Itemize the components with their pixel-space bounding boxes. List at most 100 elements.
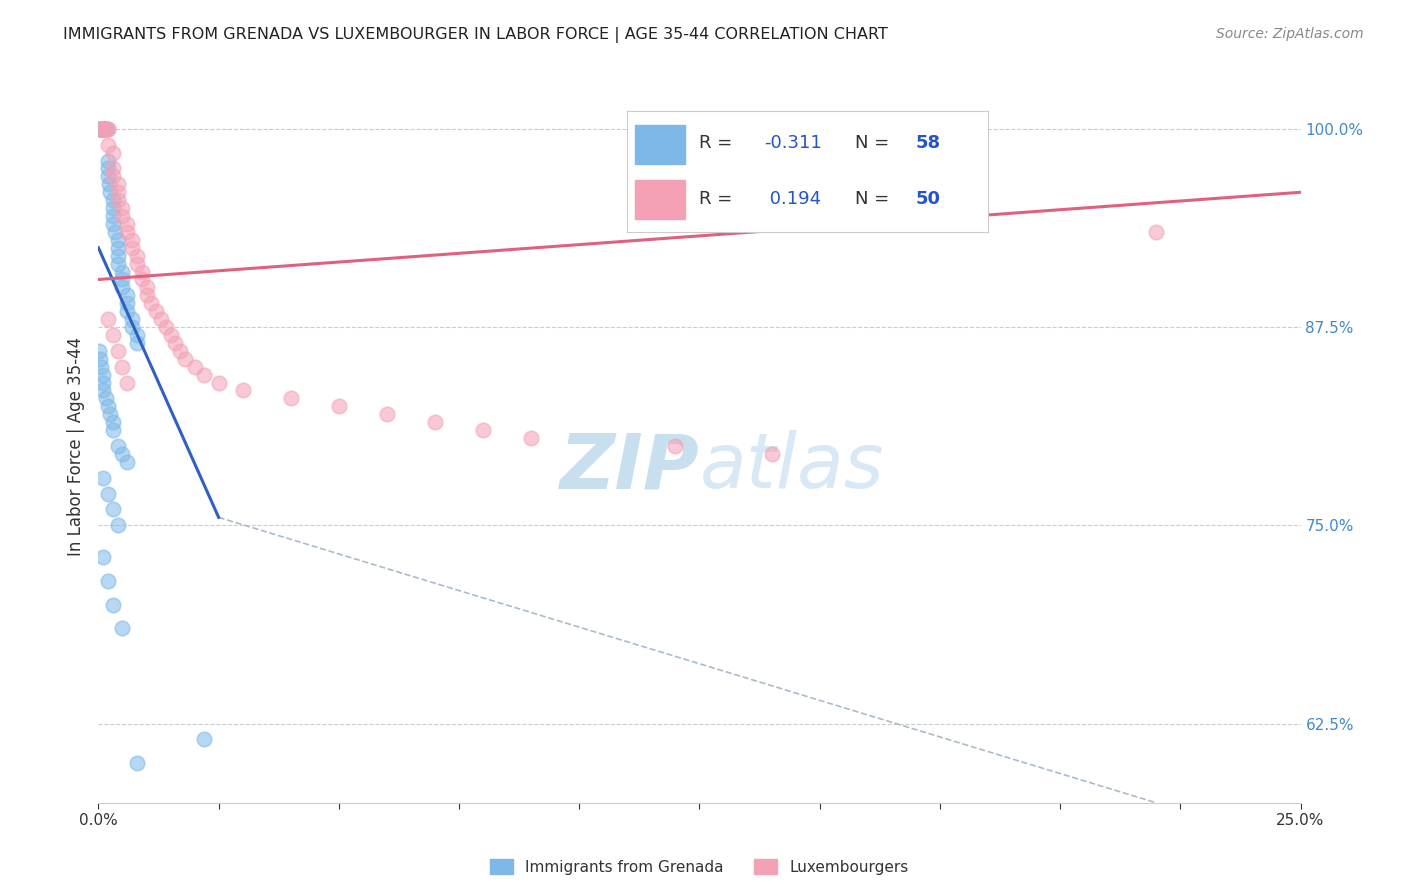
Point bbox=[101, 169, 124, 184]
Point bbox=[107, 439, 129, 453]
Point bbox=[107, 249, 129, 263]
Point bbox=[101, 145, 124, 160]
Point bbox=[423, 415, 446, 429]
Point bbox=[149, 312, 172, 326]
Point bbox=[125, 328, 148, 343]
Point bbox=[97, 574, 120, 588]
Text: IMMIGRANTS FROM GRENADA VS LUXEMBOURGER IN LABOR FORCE | AGE 35-44 CORRELATION C: IMMIGRANTS FROM GRENADA VS LUXEMBOURGER … bbox=[63, 27, 889, 43]
Point bbox=[761, 447, 783, 461]
Point bbox=[107, 257, 129, 271]
Point bbox=[111, 272, 134, 286]
Point bbox=[183, 359, 205, 374]
Point bbox=[111, 209, 134, 223]
Point bbox=[101, 193, 124, 207]
Point bbox=[91, 471, 114, 485]
Point bbox=[97, 169, 120, 184]
Point bbox=[107, 193, 129, 207]
Point bbox=[135, 288, 157, 302]
Text: ZIP: ZIP bbox=[560, 431, 700, 504]
Point bbox=[91, 121, 114, 136]
Point bbox=[117, 376, 139, 390]
Y-axis label: In Labor Force | Age 35-44: In Labor Force | Age 35-44 bbox=[66, 336, 84, 556]
Point bbox=[111, 280, 134, 294]
Point bbox=[125, 756, 148, 771]
Point bbox=[91, 121, 114, 136]
Legend: Immigrants from Grenada, Luxembourgers: Immigrants from Grenada, Luxembourgers bbox=[484, 853, 915, 880]
Point bbox=[97, 400, 120, 414]
Point bbox=[98, 178, 121, 192]
Point bbox=[193, 368, 215, 382]
Point bbox=[107, 343, 129, 358]
Point bbox=[328, 400, 350, 414]
Point bbox=[117, 296, 139, 310]
Point bbox=[101, 423, 124, 437]
Point bbox=[520, 431, 543, 445]
Point bbox=[111, 359, 134, 374]
Point bbox=[111, 201, 134, 215]
Point bbox=[664, 439, 686, 453]
Point bbox=[91, 549, 114, 564]
Point bbox=[125, 249, 148, 263]
Point bbox=[97, 137, 120, 152]
Point bbox=[104, 225, 127, 239]
Point bbox=[1144, 225, 1167, 239]
Point bbox=[97, 312, 120, 326]
Point bbox=[91, 121, 114, 136]
Point bbox=[131, 272, 153, 286]
Point bbox=[91, 121, 114, 136]
Text: atlas: atlas bbox=[700, 431, 884, 504]
Point bbox=[117, 225, 139, 239]
Point bbox=[141, 296, 163, 310]
Point bbox=[121, 312, 143, 326]
Point bbox=[101, 209, 124, 223]
Point bbox=[169, 343, 191, 358]
Point bbox=[174, 351, 197, 366]
Point bbox=[131, 264, 153, 278]
Point bbox=[89, 121, 111, 136]
Point bbox=[125, 335, 148, 350]
Point bbox=[101, 161, 124, 176]
Point bbox=[145, 304, 167, 318]
Point bbox=[121, 241, 143, 255]
Point bbox=[97, 153, 120, 168]
Text: Source: ZipAtlas.com: Source: ZipAtlas.com bbox=[1216, 27, 1364, 41]
Point bbox=[90, 121, 112, 136]
Point bbox=[94, 121, 117, 136]
Point bbox=[101, 201, 124, 215]
Point bbox=[94, 392, 117, 406]
Point bbox=[93, 121, 115, 136]
Point bbox=[121, 320, 143, 334]
Point bbox=[232, 384, 254, 398]
Point bbox=[280, 392, 302, 406]
Point bbox=[107, 233, 129, 247]
Point bbox=[107, 518, 129, 533]
Point bbox=[111, 264, 134, 278]
Point bbox=[94, 121, 117, 136]
Point bbox=[472, 423, 495, 437]
Point bbox=[159, 328, 181, 343]
Point bbox=[111, 447, 134, 461]
Point bbox=[101, 598, 124, 612]
Point bbox=[89, 343, 111, 358]
Point bbox=[89, 121, 111, 136]
Point bbox=[117, 304, 139, 318]
Point bbox=[193, 732, 215, 747]
Point bbox=[107, 186, 129, 200]
Point bbox=[135, 280, 157, 294]
Point bbox=[117, 288, 139, 302]
Point bbox=[91, 376, 114, 390]
Point bbox=[91, 121, 114, 136]
Point bbox=[155, 320, 177, 334]
Point bbox=[121, 233, 143, 247]
Point bbox=[165, 335, 187, 350]
Point bbox=[97, 161, 120, 176]
Point bbox=[97, 486, 120, 500]
Point bbox=[107, 178, 129, 192]
Point bbox=[89, 351, 111, 366]
Point bbox=[375, 407, 398, 421]
Point bbox=[90, 359, 112, 374]
Point bbox=[101, 415, 124, 429]
Point bbox=[100, 186, 122, 200]
Point bbox=[90, 121, 112, 136]
Point bbox=[97, 121, 120, 136]
